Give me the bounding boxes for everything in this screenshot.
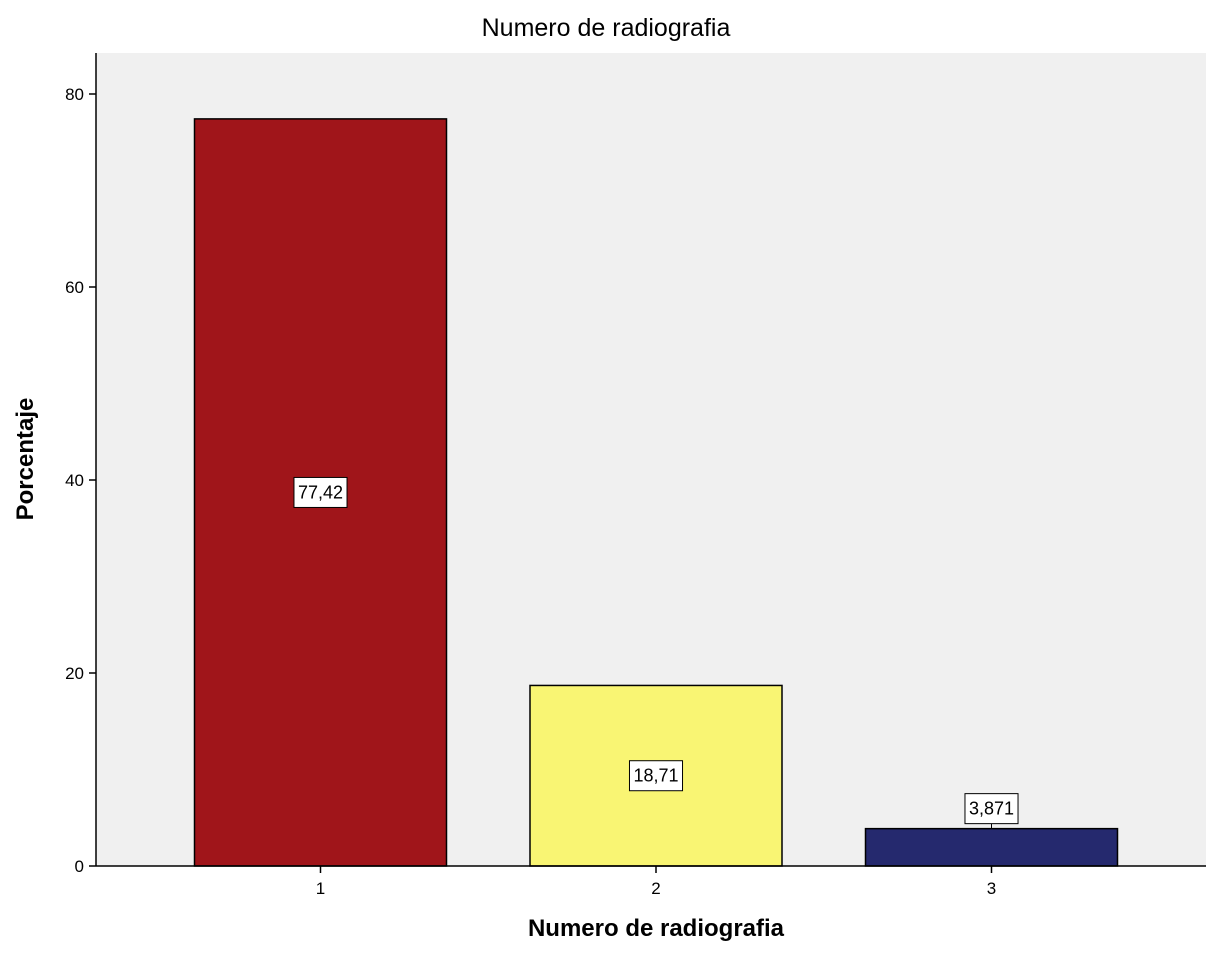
data-label-1: 77,42 <box>298 482 343 502</box>
x-tick-label: 3 <box>987 879 996 898</box>
x-axis-title: Numero de radiografia <box>528 915 785 942</box>
y-tick-label: 40 <box>65 471 84 490</box>
axes-layer <box>95 53 1206 867</box>
x-tick-label: 2 <box>651 879 660 898</box>
data-label-3: 3,871 <box>969 799 1014 819</box>
data-label-2: 18,71 <box>633 766 678 786</box>
y-tick-label: 60 <box>65 278 84 297</box>
data-label-box <box>293 476 348 508</box>
bar-3 <box>864 827 1119 867</box>
data-label-box <box>964 793 1019 825</box>
y-tick-label: 20 <box>65 664 84 683</box>
y-axis-title: Porcentaje <box>12 398 39 521</box>
data-labels-layer: 77,42 18,71 3,871 <box>293 476 1019 829</box>
ticks-layer: 0 20 40 60 80 1 2 3 <box>65 85 996 898</box>
chart-title: Numero de radiografia <box>482 14 731 42</box>
y-tick-label: 80 <box>65 85 84 104</box>
x-tick-label: 1 <box>316 879 325 898</box>
data-label-box <box>628 760 684 792</box>
y-tick-label: 0 <box>75 857 84 876</box>
